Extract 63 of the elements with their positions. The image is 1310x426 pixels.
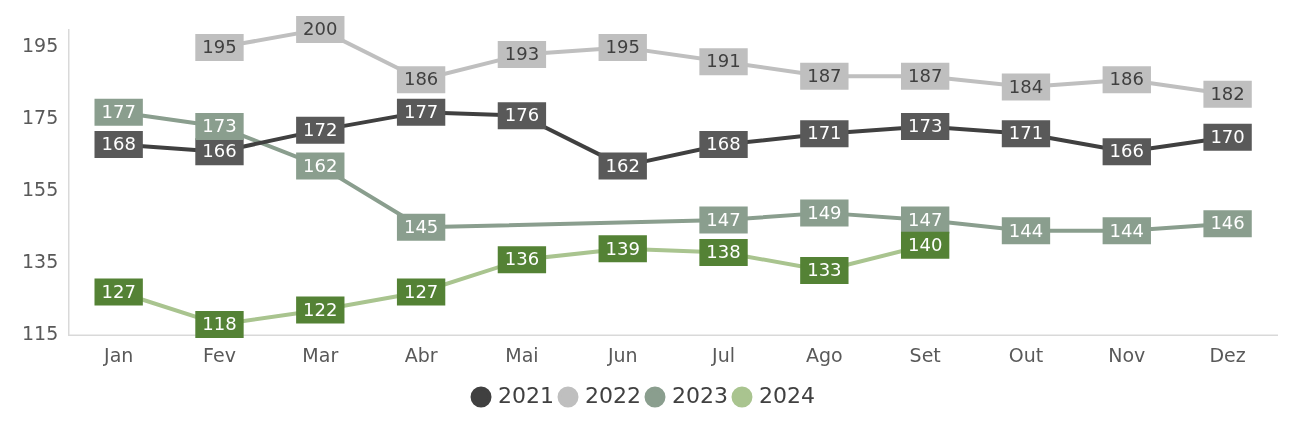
data-label: 191	[706, 50, 741, 72]
y-tick-label: 115	[22, 322, 59, 345]
data-label: 127	[403, 280, 439, 302]
data-label: 127	[101, 280, 136, 302]
data-label: 133	[807, 259, 842, 281]
data-label: 145	[403, 215, 439, 237]
data-label: 186	[403, 68, 439, 90]
data-label: 200	[303, 18, 338, 40]
data-label: 187	[807, 64, 842, 86]
data-label: 171	[807, 122, 842, 144]
x-tick-label: Abr	[404, 343, 438, 366]
x-tick-label: Ago	[806, 343, 843, 366]
data-label: 177	[403, 100, 439, 122]
data-label: 170	[1210, 126, 1245, 147]
data-label: 168	[101, 133, 136, 155]
y-tick-label: 175	[22, 106, 59, 129]
x-tick-label: Jul	[711, 343, 736, 366]
legend-label: 2024	[758, 382, 815, 408]
data-label: 193	[504, 43, 540, 65]
data-label: 182	[1210, 82, 1245, 104]
x-tick-label: Nov	[1108, 343, 1146, 366]
data-label: 177	[101, 100, 136, 122]
data-label: 176	[504, 104, 540, 126]
data-label: 144	[1008, 219, 1044, 241]
data-label: 173	[202, 115, 237, 137]
data-label: 136	[504, 248, 540, 270]
data-label: 195	[202, 36, 237, 58]
data-label: 146	[1210, 212, 1245, 234]
data-label: 184	[1008, 75, 1044, 97]
data-label: 166	[1109, 140, 1144, 162]
data-label: 173	[907, 115, 943, 137]
data-label: 187	[907, 64, 943, 86]
x-tick-label: Jun	[606, 343, 638, 366]
x-tick-label: Mar	[302, 343, 339, 366]
y-tick-label: 135	[22, 250, 59, 273]
data-label: 144	[1109, 219, 1144, 241]
data-label: 118	[202, 313, 237, 335]
data-label: 122	[303, 298, 338, 320]
data-label: 162	[303, 154, 338, 176]
data-label: 138	[706, 241, 741, 263]
data-label: 147	[706, 208, 741, 230]
legend-label: 2021	[498, 382, 555, 408]
data-label: 186	[1109, 68, 1144, 90]
data-label: 147	[907, 208, 943, 230]
y-tick-label: 155	[22, 178, 59, 201]
data-label: 149	[807, 201, 842, 223]
data-label: 172	[303, 118, 338, 140]
x-tick-label: Out	[1008, 343, 1044, 366]
x-tick-label: Dez	[1209, 343, 1246, 366]
data-label: 195	[605, 36, 640, 58]
x-tick-label: Mai	[505, 343, 539, 366]
data-label: 168	[706, 133, 741, 155]
legend-label: 2023	[672, 382, 728, 408]
data-label: 140	[907, 233, 943, 255]
x-tick-label: Fev	[203, 343, 236, 366]
data-label: 139	[605, 237, 640, 259]
y-tick-label: 195	[22, 34, 59, 57]
data-label: 171	[1008, 122, 1044, 144]
data-label: 166	[202, 140, 237, 162]
data-label: 162	[605, 154, 640, 176]
x-tick-label: Jan	[103, 343, 134, 366]
legend-label: 2022	[585, 382, 642, 408]
x-tick-label: Set	[909, 343, 941, 366]
